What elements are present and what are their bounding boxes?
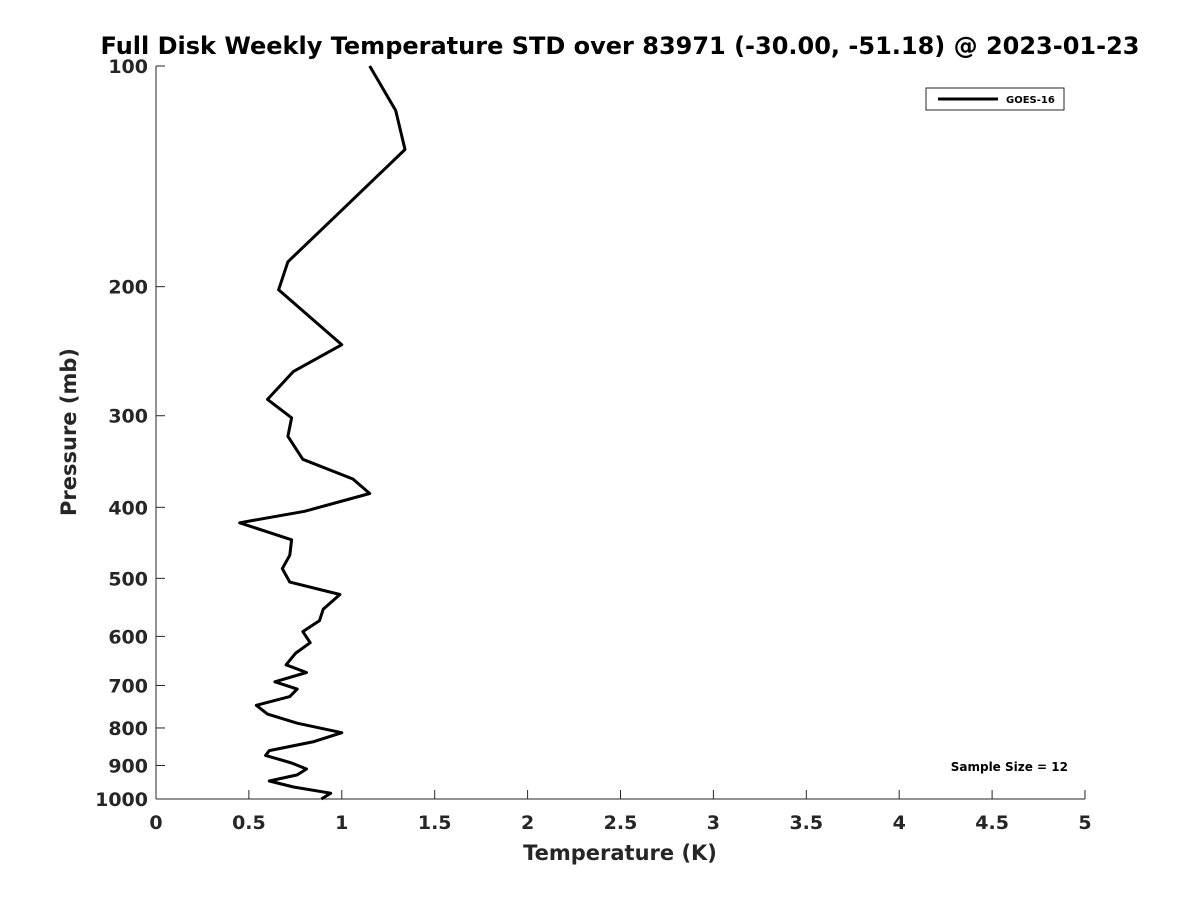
- y-tick-label: 400: [108, 497, 148, 519]
- x-tick-label: 2.5: [604, 812, 638, 834]
- x-tick-label: 2: [521, 812, 534, 834]
- x-tick-label: 4.5: [975, 812, 1009, 834]
- x-tick-label: 0: [149, 812, 162, 834]
- y-tick-label: 600: [108, 626, 148, 648]
- y-axis-ticks: 100 200 300 400 500 600 700 800 900 1000: [95, 56, 165, 811]
- x-tick-label: 3.5: [789, 812, 823, 834]
- x-tick-label: 1: [335, 812, 348, 834]
- x-axis-label: Temperature (K): [523, 841, 717, 865]
- series-line-goes-16: [238, 65, 407, 801]
- y-tick-label: 1000: [95, 789, 148, 811]
- legend: GOES-16: [925, 87, 1065, 111]
- y-tick-label: 700: [108, 675, 148, 697]
- x-tick-label: 5: [1078, 812, 1091, 834]
- y-tick-label: 500: [108, 568, 148, 590]
- y-tick-label: 200: [108, 277, 148, 299]
- x-tick-label: 3: [707, 812, 720, 834]
- y-tick-label: 100: [108, 56, 148, 78]
- y-tick-label: 800: [108, 718, 148, 740]
- chart-title: Full Disk Weekly Temperature STD over 83…: [101, 32, 1140, 60]
- y-tick-label: 900: [108, 755, 148, 777]
- x-tick-label: 4: [893, 812, 906, 834]
- x-tick-label: 0.5: [232, 812, 266, 834]
- x-axis-ticks: 0 0.5 1 1.5 2 2.5 3 3.5 4 4.5 5: [149, 790, 1092, 834]
- y-tick-label: 300: [108, 406, 148, 428]
- y-axis-label: Pressure (mb): [57, 348, 81, 516]
- sample-size-annotation: Sample Size = 12: [951, 760, 1068, 774]
- legend-label: GOES-16: [1006, 95, 1055, 106]
- x-tick-label: 1.5: [418, 812, 452, 834]
